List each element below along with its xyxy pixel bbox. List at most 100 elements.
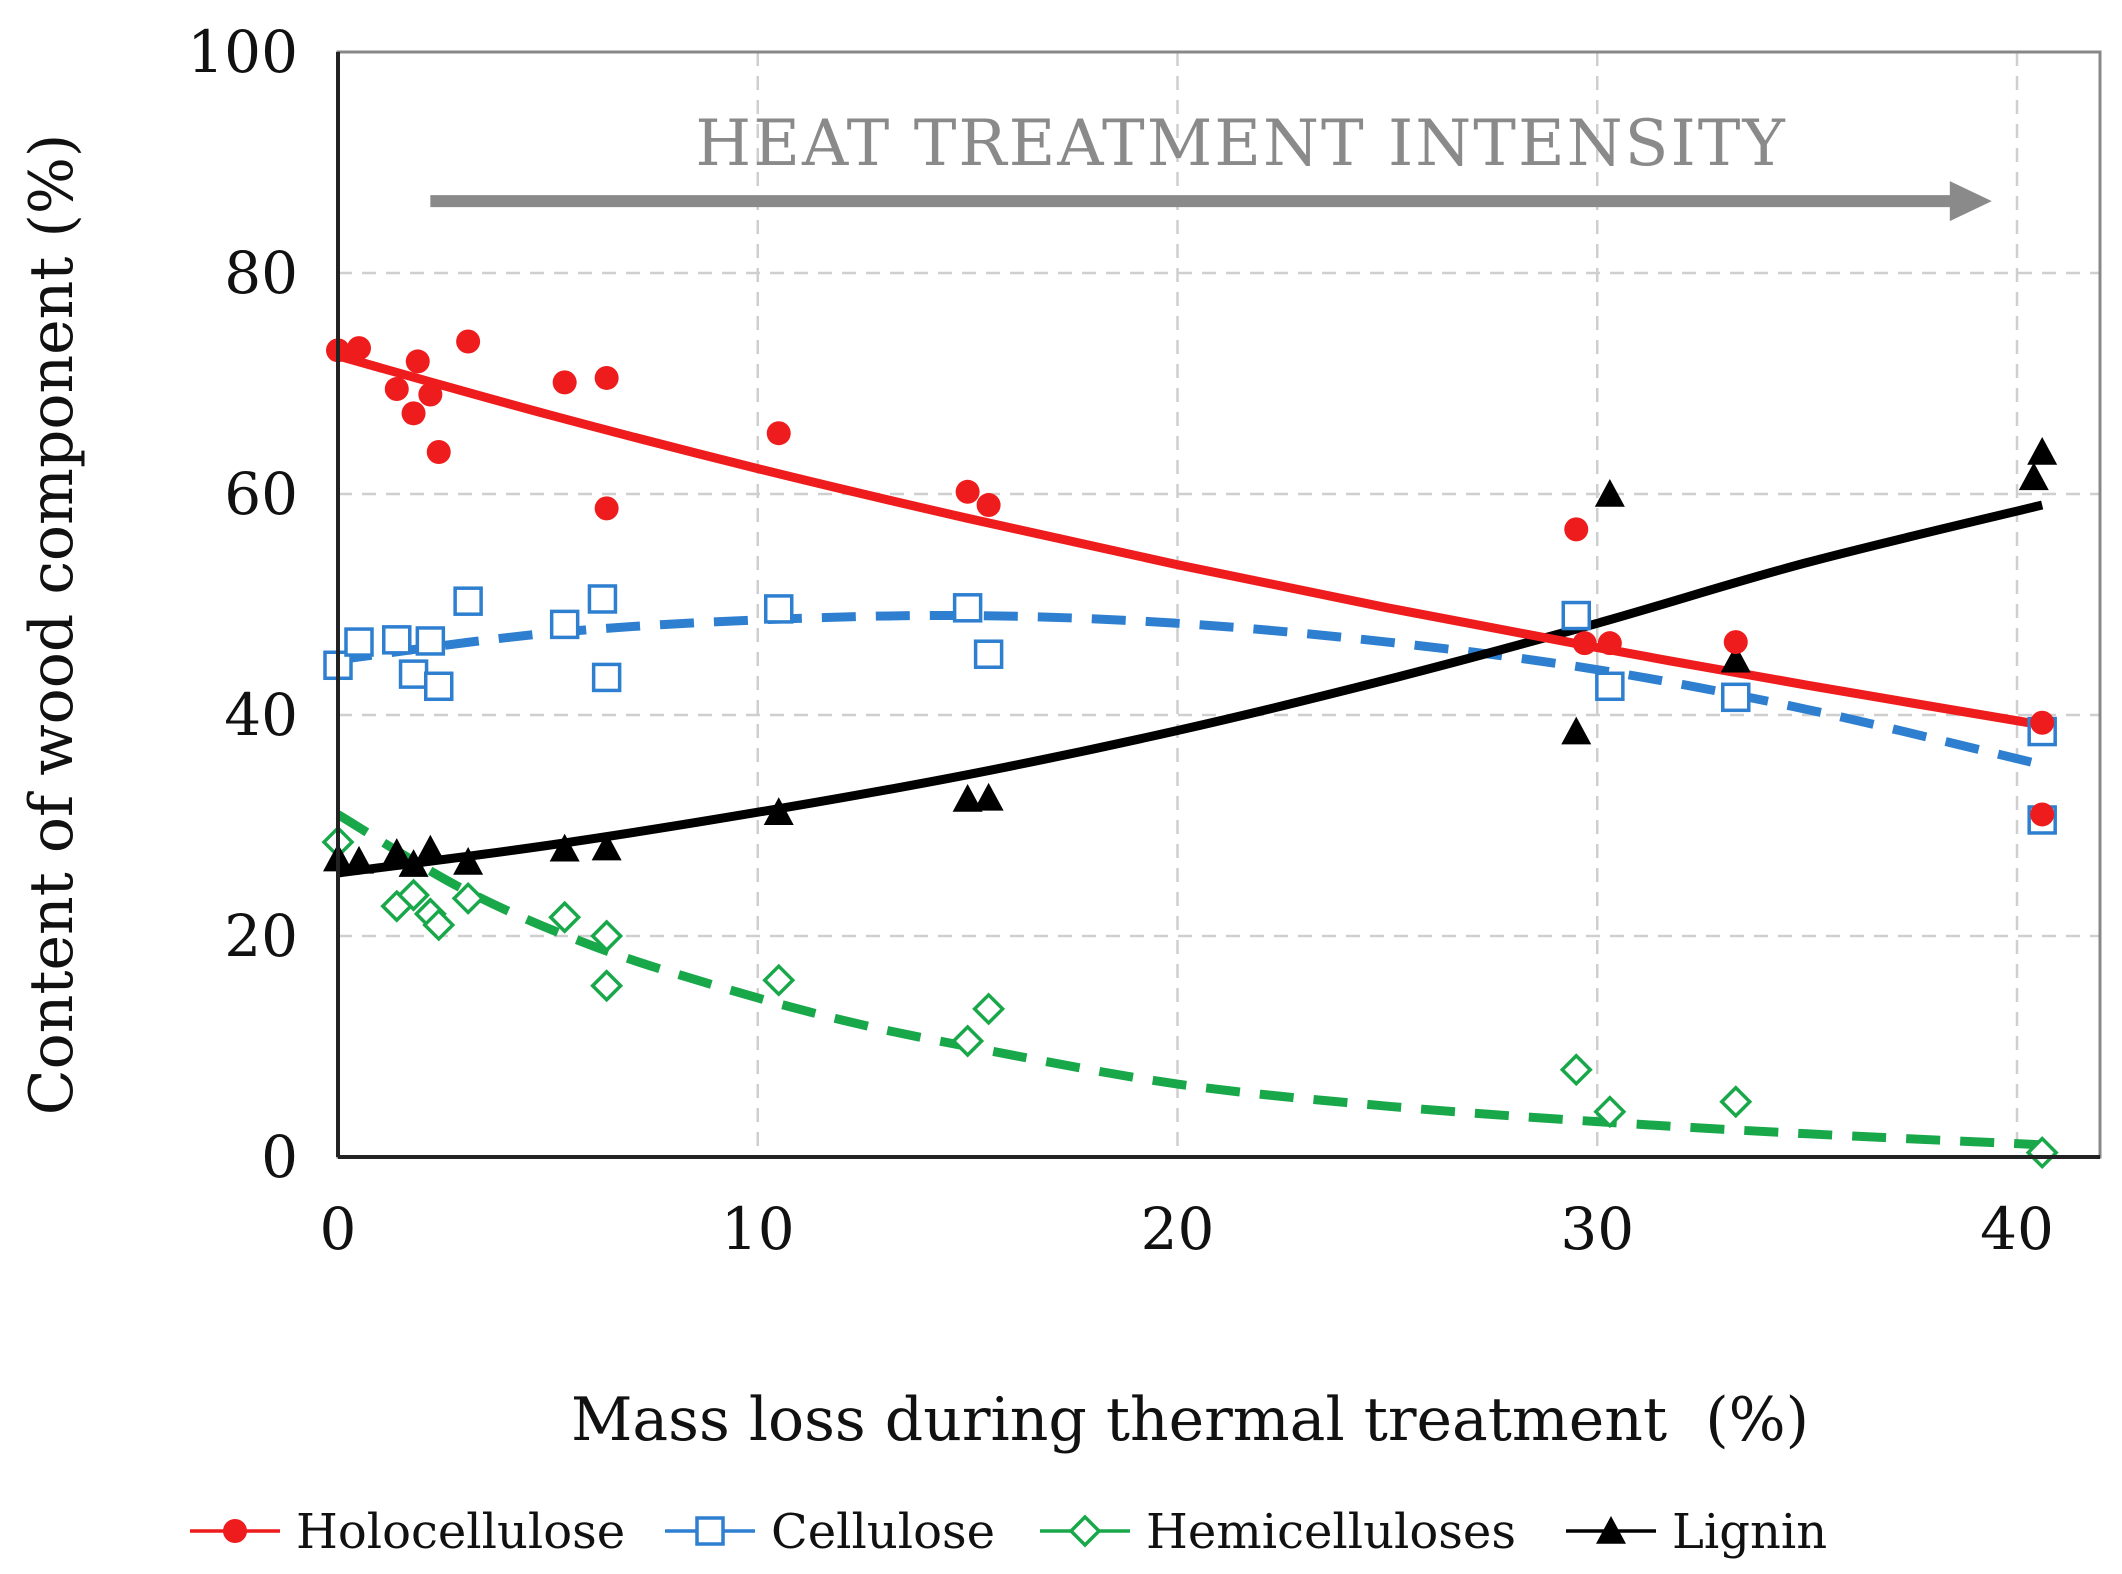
x-tick-label: 30: [1560, 1195, 1634, 1263]
hemicelluloses-point: [590, 919, 624, 953]
lignin-point: [2018, 462, 2049, 491]
hemicelluloses-point: [1593, 1095, 1627, 1129]
hemicelluloses-point: [548, 900, 582, 934]
cellulose-point: [1561, 600, 1592, 631]
cellulose-point: [973, 639, 1004, 669]
x-tick-labels: 0 10 20 30 40: [320, 1195, 2054, 1263]
holocellulose-point: [456, 329, 481, 354]
lignin-point: [763, 797, 794, 825]
holocellulose-point: [976, 493, 1001, 518]
x-tick-label: 0: [320, 1195, 357, 1263]
holocellulose-point: [2030, 802, 2055, 827]
legend-item-cellulose: Cellulose: [665, 1504, 995, 1560]
y-tick-label: 60: [224, 460, 298, 528]
hemicelluloses-point: [590, 969, 624, 1003]
x-tick-label: 20: [1141, 1195, 1215, 1263]
y-tick-labels: 0 20 40 60 80 100: [187, 18, 298, 1191]
holocellulose-point: [766, 421, 791, 446]
hemicelluloses-point: [397, 878, 431, 912]
legend-label-hemicelluloses: Hemicelluloses: [1146, 1504, 1516, 1560]
holocellulose-point: [552, 370, 577, 395]
hemicelluloses-point: [451, 881, 485, 915]
holocellulose-point: [1564, 517, 1589, 542]
x-tick-label: 40: [1980, 1195, 2054, 1263]
legend-item-holocellulose: Holocellulose: [190, 1504, 625, 1560]
y-tick-label: 40: [224, 681, 298, 749]
y-axis-title: Content of wood component (%): [17, 134, 87, 1116]
holocellulose-point: [426, 440, 451, 465]
cellulose-point: [549, 609, 580, 640]
lignin-point: [952, 783, 983, 812]
holocellulose-point: [401, 401, 426, 426]
lignin-point: [343, 845, 374, 874]
annotation-text: HEAT TREATMENT INTENSITY: [695, 107, 1786, 181]
hemicelluloses-point: [1719, 1085, 1753, 1119]
lignin-point: [398, 849, 429, 877]
holocellulose-point: [384, 377, 409, 402]
hemicelluloses-point: [762, 963, 796, 997]
cellulose-point: [587, 584, 618, 614]
lignin-point: [1594, 479, 1625, 507]
holocellulose-point: [955, 479, 980, 504]
cellulose-point: [415, 626, 446, 656]
holocellulose-point: [1572, 631, 1597, 656]
cellulose-point: [423, 671, 454, 702]
holocellulose-point: [594, 496, 619, 521]
trend-lines: [335, 351, 2044, 1150]
cellulose-point: [1721, 682, 1751, 713]
legend-label-holocellulose: Holocellulose: [296, 1504, 625, 1560]
cellulose-point: [763, 594, 794, 624]
legend-marker-hemicelluloses: [1068, 1514, 1102, 1548]
legend-marker-lignin: [1596, 1516, 1626, 1544]
lignin-trend-line: [337, 500, 2044, 878]
cellulose-point: [344, 627, 374, 657]
hemicelluloses-trend-line: [335, 810, 2043, 1150]
holocellulose-point: [594, 365, 619, 390]
holocellulose-trend-line: [336, 351, 2043, 730]
legend-label-lignin: Lignin: [1672, 1504, 1827, 1560]
holocellulose-point: [1597, 631, 1622, 656]
lignin-point: [591, 832, 622, 861]
holocellulose-point: [405, 349, 430, 374]
legend-item-hemicelluloses: Hemicelluloses: [1040, 1504, 1516, 1560]
cellulose-point: [398, 659, 429, 689]
holocellulose-point: [2030, 710, 2055, 735]
lignin-point: [381, 838, 412, 866]
legend-item-lignin: Lignin: [1566, 1504, 1827, 1560]
hemicelluloses-point: [972, 992, 1006, 1026]
hemicelluloses-point: [951, 1024, 985, 1058]
y-tick-label: 0: [261, 1123, 298, 1191]
annotation: HEAT TREATMENT INTENSITY: [430, 107, 1992, 222]
y-tick-label: 100: [187, 18, 298, 86]
cellulose-point: [591, 662, 622, 693]
lignin-point: [453, 846, 484, 875]
legend-label-cellulose: Cellulose: [771, 1504, 995, 1560]
x-axis-title: Mass loss during thermal treatment (%): [571, 1385, 1809, 1455]
lignin-point: [1561, 716, 1592, 745]
lignin-point: [415, 834, 446, 863]
cellulose-point: [952, 593, 983, 623]
cellulose-trend-line: [337, 610, 2044, 770]
lignin-point: [549, 833, 580, 862]
cellulose-point: [1595, 671, 1625, 702]
hemicelluloses-point: [1559, 1053, 1593, 1087]
hemicelluloses-point: [2025, 1136, 2059, 1170]
lignin-point: [1720, 644, 1751, 673]
holocellulose-point: [346, 336, 371, 361]
y-tick-label: 80: [224, 239, 298, 307]
data-points: [321, 329, 2059, 1170]
legend: Holocellulose Cellulose Hemicelluloses Lign…: [190, 1504, 1827, 1560]
holocellulose-point: [418, 382, 443, 407]
x-tick-label: 10: [721, 1195, 795, 1263]
cellulose-point: [382, 625, 412, 655]
y-tick-label: 20: [224, 902, 298, 970]
cellulose-point: [453, 586, 483, 616]
lignin-point: [2027, 437, 2058, 465]
annotation-arrow-icon: [1949, 181, 1992, 222]
grid-lines: [338, 52, 2100, 1157]
lignin-point: [973, 782, 1004, 811]
legend-marker-holocellulose: [223, 1519, 247, 1543]
hemicelluloses-point: [422, 908, 456, 942]
